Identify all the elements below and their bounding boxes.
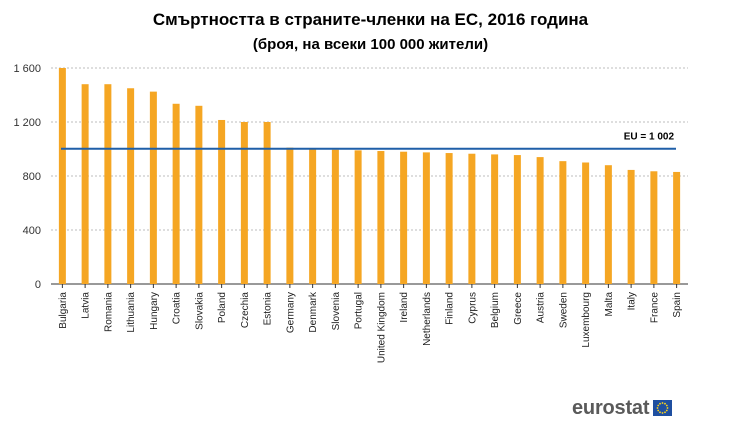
x-tick-label: Hungary [149,292,160,330]
x-tick-label: Greece [513,292,524,325]
x-tick-label: Ireland [399,292,410,323]
x-tick-label: Finland [445,292,456,325]
bar-belgium [491,154,499,284]
x-tick-label: Italy [627,292,638,310]
bar-poland [218,119,226,284]
bar-hungary [149,91,157,284]
chart-subtitle: (броя, на всеки 100 000 жители) [252,36,489,53]
y-tick-label: 1 200 [13,117,41,129]
bar-austria [536,157,544,284]
x-tick-label: Latvia [81,292,92,319]
x-tick-label: Cyprus [467,292,478,324]
bar-spain [673,171,681,284]
x-tick-label: Croatia [172,292,183,325]
x-tick-label: Netherlands [422,292,433,346]
x-tick-label: Spain [672,292,683,318]
bar-greece [513,155,521,284]
y-tick-label: 1 600 [13,63,41,75]
bar-france [650,171,658,284]
bar-croatia [172,103,180,285]
bar-united-kingdom [377,151,385,284]
x-tick-label: Luxembourg [581,292,592,348]
bar-malta [604,165,612,284]
bar-portugal [354,150,362,284]
bars [58,68,681,285]
x-tick-label: Slovenia [331,292,342,331]
bar-ireland [400,151,408,284]
eurostat-logo: eurostat [572,396,673,420]
chart-title: Смъртността в страните-членки на ЕС, 201… [152,10,589,29]
bar-luxembourg [582,162,590,284]
x-tick-label: Belgium [490,292,501,328]
bar-italy [627,169,635,284]
bar-slovenia [331,149,339,284]
x-axis: Bulgaria Latvia Romania Lithuania Hungary Cro… [58,284,683,363]
x-tick-label: Austria [536,292,547,324]
x-tick-label: Lithuania [126,292,137,333]
x-tick-label: Germany [285,292,296,333]
bar-germany [286,147,294,284]
x-tick-label: France [649,292,660,324]
x-tick-label: Sweden [558,292,569,328]
bar-sweden [559,161,567,284]
x-tick-label: Poland [217,292,228,323]
bar-latvia [81,84,89,284]
y-tick-label: 400 [23,225,41,237]
eu-average-line: EU = 1 002 [61,132,676,150]
x-tick-label: Estonia [263,292,274,326]
bar-czechia [240,122,248,284]
bar-bulgaria [58,68,66,284]
bar-cyprus [468,153,476,284]
x-tick-label: Romania [103,292,114,332]
eu-flag-icon [653,400,673,416]
bar-slovakia [195,105,203,284]
x-tick-label: Portugal [354,292,365,329]
bar-lithuania [127,88,135,284]
bar-romania [104,84,112,284]
y-tick-label: 0 [35,279,41,291]
bar-denmark [309,148,317,284]
bar-estonia [263,122,271,284]
x-tick-label: Czechia [240,292,251,329]
gridlines [51,67,688,285]
eurostat-logo-text: eurostat [572,396,650,419]
bar-finland [445,153,453,284]
x-tick-label: Slovakia [194,292,205,330]
y-tick-label: 800 [23,171,41,183]
bar-netherlands [422,152,430,284]
eu-average-label: EU = 1 002 [624,132,675,143]
x-tick-label: Bulgaria [58,292,69,329]
y-axis: 0 400 800 1 200 1 600 [13,63,41,291]
x-tick-label: United Kingdom [376,292,387,363]
x-tick-label: Denmark [308,291,319,333]
x-tick-label: Malta [604,292,615,317]
